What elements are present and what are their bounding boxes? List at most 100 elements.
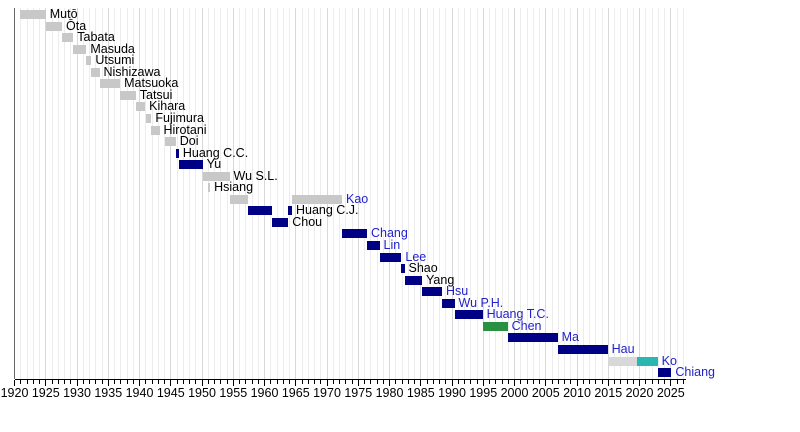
year-gridline <box>314 8 315 379</box>
minor-tick <box>114 379 115 384</box>
year-gridline <box>245 8 247 379</box>
mayor-name-label: Ōta <box>66 18 87 33</box>
mayor-name-label: Masuda <box>90 41 135 56</box>
year-gridline <box>195 8 197 379</box>
mayor-name-link[interactable]: Ma <box>561 330 579 345</box>
year-gridline <box>682 8 684 379</box>
year-gridline <box>464 8 465 379</box>
mayor-name-link[interactable]: Chen <box>511 318 542 333</box>
minor-tick <box>632 379 634 384</box>
year-gridline <box>220 8 222 379</box>
year-gridline <box>289 8 290 379</box>
year-gridline <box>176 8 178 379</box>
minor-tick <box>64 379 65 384</box>
year-gridline <box>414 8 415 379</box>
minor-tick <box>32 379 34 384</box>
mayor-name-link[interactable]: Chiang <box>675 365 715 380</box>
minor-tick <box>101 379 103 384</box>
term-bar <box>145 113 152 123</box>
year-gridline <box>276 8 278 379</box>
mayor-name-link[interactable]: Ko <box>661 353 677 368</box>
minor-tick <box>339 379 340 384</box>
mayor-name-link[interactable]: Huang T.C. <box>486 307 549 322</box>
major-tick <box>451 379 453 386</box>
mayor-name-label: Nishizawa <box>103 64 161 79</box>
year-gridline <box>51 8 53 379</box>
minor-tick <box>557 379 559 384</box>
major-tick <box>607 379 609 386</box>
minor-tick <box>145 379 147 384</box>
mayor-name-link[interactable]: Kao <box>346 191 369 206</box>
major-tick <box>295 379 297 386</box>
term-bar <box>342 229 367 239</box>
mayor-name-label: Hirotani <box>163 122 207 137</box>
major-tick <box>264 379 265 386</box>
mayor-name-link[interactable]: Lee <box>405 249 427 264</box>
mayor-name-label: Yang <box>426 272 455 287</box>
minor-tick <box>645 379 647 384</box>
major-tick <box>76 379 78 386</box>
year-gridline <box>526 8 528 379</box>
year-gridline <box>520 8 522 379</box>
minor-tick <box>195 379 197 384</box>
term-bar <box>120 90 136 100</box>
minor-tick <box>126 379 128 384</box>
term-bar <box>202 171 230 181</box>
term-bar <box>442 298 455 308</box>
term-bar <box>99 79 121 89</box>
year-gridline <box>420 8 422 379</box>
minor-tick <box>470 379 472 384</box>
minor-tick <box>345 379 347 384</box>
x-axis-tick-label: 1935 <box>94 385 123 400</box>
minor-tick <box>476 379 478 384</box>
x-axis-tick-label: 2020 <box>625 385 654 400</box>
x-axis-tick-label: 1985 <box>406 385 435 400</box>
minor-tick <box>164 379 165 384</box>
minor-tick <box>426 379 428 384</box>
mayor-name-link[interactable]: Hsu <box>446 284 469 299</box>
x-axis-tick-label: 1950 <box>188 385 216 400</box>
minor-tick <box>70 379 72 384</box>
term-bar <box>73 44 87 54</box>
minor-tick <box>464 379 465 384</box>
term-bar <box>135 102 146 112</box>
year-gridline <box>451 8 453 379</box>
minor-tick <box>214 379 215 384</box>
year-gridline <box>145 8 147 379</box>
year-gridline <box>70 8 72 379</box>
mayor-name-link[interactable]: Hau <box>611 341 635 356</box>
minor-tick <box>445 379 447 384</box>
year-gridline <box>582 8 584 379</box>
year-gridline <box>432 8 434 379</box>
year-gridline <box>326 8 328 379</box>
mayor-name-label: Chou <box>292 214 323 229</box>
year-gridline <box>376 8 378 379</box>
major-tick <box>670 379 672 386</box>
year-gridline <box>332 8 334 379</box>
minor-tick <box>382 379 384 384</box>
year-gridline <box>489 8 490 379</box>
year-gridline <box>20 8 22 379</box>
minor-tick <box>289 379 290 384</box>
term-bar <box>404 275 422 285</box>
year-gridline <box>107 8 109 379</box>
minor-tick <box>401 379 403 384</box>
year-gridline <box>670 8 672 379</box>
minor-tick <box>320 379 322 384</box>
mayor-name-link[interactable]: Lin <box>383 238 401 252</box>
mayor-name-label: Mutō <box>49 7 78 21</box>
minor-tick <box>620 379 622 384</box>
mayor-name-link[interactable]: Chang <box>371 226 408 241</box>
year-gridline <box>214 8 215 379</box>
axis-left-edge <box>14 8 15 379</box>
year-gridline <box>76 8 78 379</box>
minor-tick <box>582 379 584 384</box>
year-gridline <box>614 8 615 379</box>
mayor-name-link[interactable]: Wu P.H. <box>458 295 504 310</box>
minor-tick <box>307 379 309 384</box>
year-gridline <box>182 8 184 379</box>
x-axis-tick-label: 1945 <box>156 385 185 400</box>
term-bar <box>230 194 249 204</box>
year-gridline <box>382 8 384 379</box>
